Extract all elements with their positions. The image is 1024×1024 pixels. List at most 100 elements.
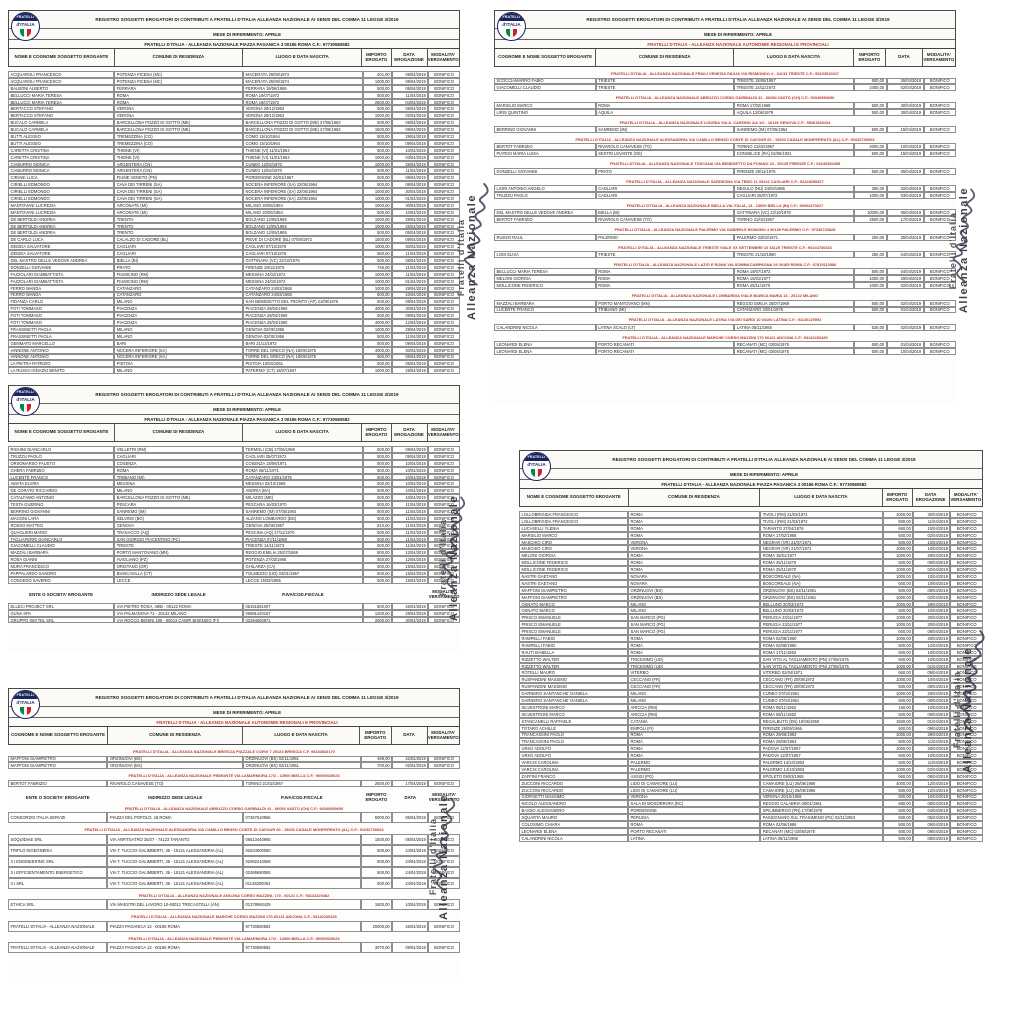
cell: 500,00: [362, 91, 393, 99]
table-row: RIGHINI GIANCARLO VELLETRI (RM) TERMOLI (C…: [8, 446, 460, 453]
cell: 10/04/2019: [913, 524, 951, 532]
table-row: MARSILIO MARCO ROMA ROMA 17/02/1968 500,00 3…: [494, 101, 956, 109]
cell: BONIFICO: [428, 325, 460, 333]
cell: BELLUCCI MARIA TERESA: [8, 98, 115, 106]
table-row: MELONI GIORGIA ROMA ROMA 15/01/1977 1000,00…: [494, 275, 956, 283]
cell: CAVA DEI TIRRENI (SA): [114, 181, 244, 189]
column-header-cell: MODALITA' VERSAMENTO: [950, 491, 982, 502]
cell: BONIFICO: [428, 139, 460, 147]
cell: 10/04/2019: [392, 480, 429, 488]
cell: 06513440965: [243, 833, 361, 845]
table-row: BALBONI ALBERTO FERRARA FERRARA 19/06/1959…: [8, 84, 460, 92]
cell: VITERBO 02/04/1971: [760, 669, 884, 677]
cell: 09/04/2019: [913, 827, 951, 835]
table-row: DEL MASTRO DELLE VEDOVE ANDREA BIELLA (BI…: [8, 257, 460, 264]
cell: 11/04/2019: [392, 250, 429, 258]
cell: 10/04/2019: [392, 466, 429, 474]
cell: 06891420157: [243, 609, 363, 617]
cell: BONIFICO: [428, 201, 460, 209]
cell: ROMA 29/06/1963: [760, 731, 884, 739]
table-row: MAZZALI BARBARA PORTO MANTOVANO (MN) REGGI…: [8, 549, 460, 557]
cell: 29/04/2019: [913, 600, 951, 608]
cell: 11/04/2019: [392, 514, 429, 522]
cell: 1200,00: [362, 609, 393, 617]
table-row: NASTRI GAETANO NOVARA BOSCOREALE (NA) 500,0…: [519, 579, 983, 587]
cell: 4000,00: [362, 319, 393, 326]
cell: 29/04/2019: [392, 325, 429, 333]
table-row: LUCENTE FRANCO TRIBIANO (MI) CATANZARO 23/…: [8, 473, 460, 481]
cell: CIRIELLI EDMONDO: [8, 181, 115, 189]
table-row: FRATELLI D'ITALIA - ALLEANZA NAZIONALE PI…: [8, 920, 460, 932]
cell: BONIFICO: [428, 305, 460, 313]
cell: BONIFICO: [428, 332, 460, 340]
cell: MILANO 20/05/1984: [243, 201, 363, 209]
column-header-cell: DATA: [886, 49, 923, 66]
company-column-header-row: ENTE O SOCIETA' EROGANTE INDIRIZZO SEDE L…: [8, 791, 460, 804]
cell: SOQUIDIAE SRL: [8, 833, 108, 845]
cell: ACQUAROLI FRANCESCO: [8, 71, 115, 78]
cell: VERONA: [628, 545, 761, 553]
cell: 500,00: [883, 827, 914, 835]
cell: BERRINO GIOVANNI: [8, 508, 115, 515]
cell: 1000,00: [883, 511, 914, 518]
cell: 09/04/2019: [392, 77, 429, 85]
cell: 2400,00: [854, 84, 887, 92]
cell: BONIFICO: [923, 108, 956, 116]
cell: BONIFICO: [428, 284, 460, 292]
cell: 500,00: [362, 576, 393, 584]
cell: OSNATO MARCO: [519, 607, 629, 615]
cell: 1000,00: [362, 284, 393, 292]
table-row: CIABURRO MONICA ARGENTERA (CN) CUNEO 12/04…: [8, 167, 460, 175]
cell: BONIFICO: [923, 143, 956, 151]
cell: PIAZZA PAGANICA 13 - 00186 ROMA: [107, 920, 244, 932]
cell: 2000,00: [362, 616, 393, 624]
cell: LOLLOBRIGIDA FRANCESCO: [519, 511, 629, 518]
cell: BONIFICO: [950, 648, 983, 656]
cell: FIUMICINO (RM): [114, 277, 244, 285]
cell: ROMA: [628, 731, 761, 739]
cell: 500,00: [854, 348, 887, 356]
cell: ROMA: [114, 98, 244, 106]
column-header-cell: MODALITA' VERSAMENTO: [427, 51, 459, 62]
cell: 30/04/2019: [913, 614, 951, 622]
page-registro-nazionale-3: FRATELLI d'ITALIA REGISTRO SOGGETTI EROG…: [519, 450, 983, 848]
org-line: FRATELLI D'ITALIA - ALLEANZA NAZIONALE A…: [9, 718, 459, 727]
cell: CUNEO 07/04/1961: [760, 697, 884, 704]
cell: CONGEDO SAVERIO: [8, 576, 115, 584]
table-section: FRATELLI D'ITALIA - ALLEANZA NAZIONALE L…: [494, 293, 956, 314]
cell: 29/04/2019: [392, 160, 429, 168]
cell: BONIFICO: [428, 563, 460, 571]
cell: 500,00: [362, 167, 393, 175]
column-header-cell: LUOGO E DATA NASCITA: [243, 424, 363, 441]
cell: 550,00: [362, 556, 393, 564]
column-header-cell: NOME E COGNOME SOGGETTO EROGANTE: [9, 49, 115, 66]
cell: 05/04/2019: [392, 812, 429, 824]
cell: PALERMO 14/10/1983: [760, 759, 884, 766]
cell: THIENE (VI) 11/01/1964: [243, 153, 363, 161]
table-row: BELLUCCI MARIA TERESA ROMA ROMA 19/07/1972…: [8, 98, 460, 106]
cell: 500,00: [883, 531, 914, 539]
table-row: CIABURRO MONICA ARGENTERA (CN) CUNEO 12/04…: [8, 160, 460, 168]
cell: 4000,00: [362, 346, 393, 354]
cell: BONIFICO: [950, 545, 983, 553]
cell: 12/04/2019: [392, 319, 429, 326]
cell: BONIFICO: [428, 353, 460, 361]
cell: ORZINUOVI (BS): [628, 593, 761, 601]
cell: REGGIO CALABRIA 08/01/1961: [760, 800, 884, 808]
cell: PIACENZA: [114, 305, 244, 313]
cell: THIENE (VI): [114, 146, 244, 154]
section-heading: FRATELLI D'ITALIA - ALLEANZA NAZIONALE M…: [131, 914, 337, 920]
cell: 500,00: [362, 535, 393, 543]
cell: TORRE DEL GRECO (NA) 18/09/1975: [243, 353, 363, 361]
cell: CECCANO (FR) 20/08/1973: [760, 683, 884, 691]
table-row: 3 I ENGINEERING SRL VIA T. TUCCIO GALIMBE…: [8, 855, 460, 867]
cell: BARI: [114, 339, 244, 347]
cell: BONIFICO: [428, 755, 460, 763]
cell: ROMA: [628, 566, 761, 574]
column-header-cell: IMPORTO EROGATO: [362, 424, 392, 441]
cell: 746,00: [362, 263, 393, 271]
cell: ROMA: [628, 738, 761, 746]
cell: 10000,00: [854, 209, 887, 217]
cell: RIVAROLO CANAVESE (TO): [107, 779, 244, 787]
